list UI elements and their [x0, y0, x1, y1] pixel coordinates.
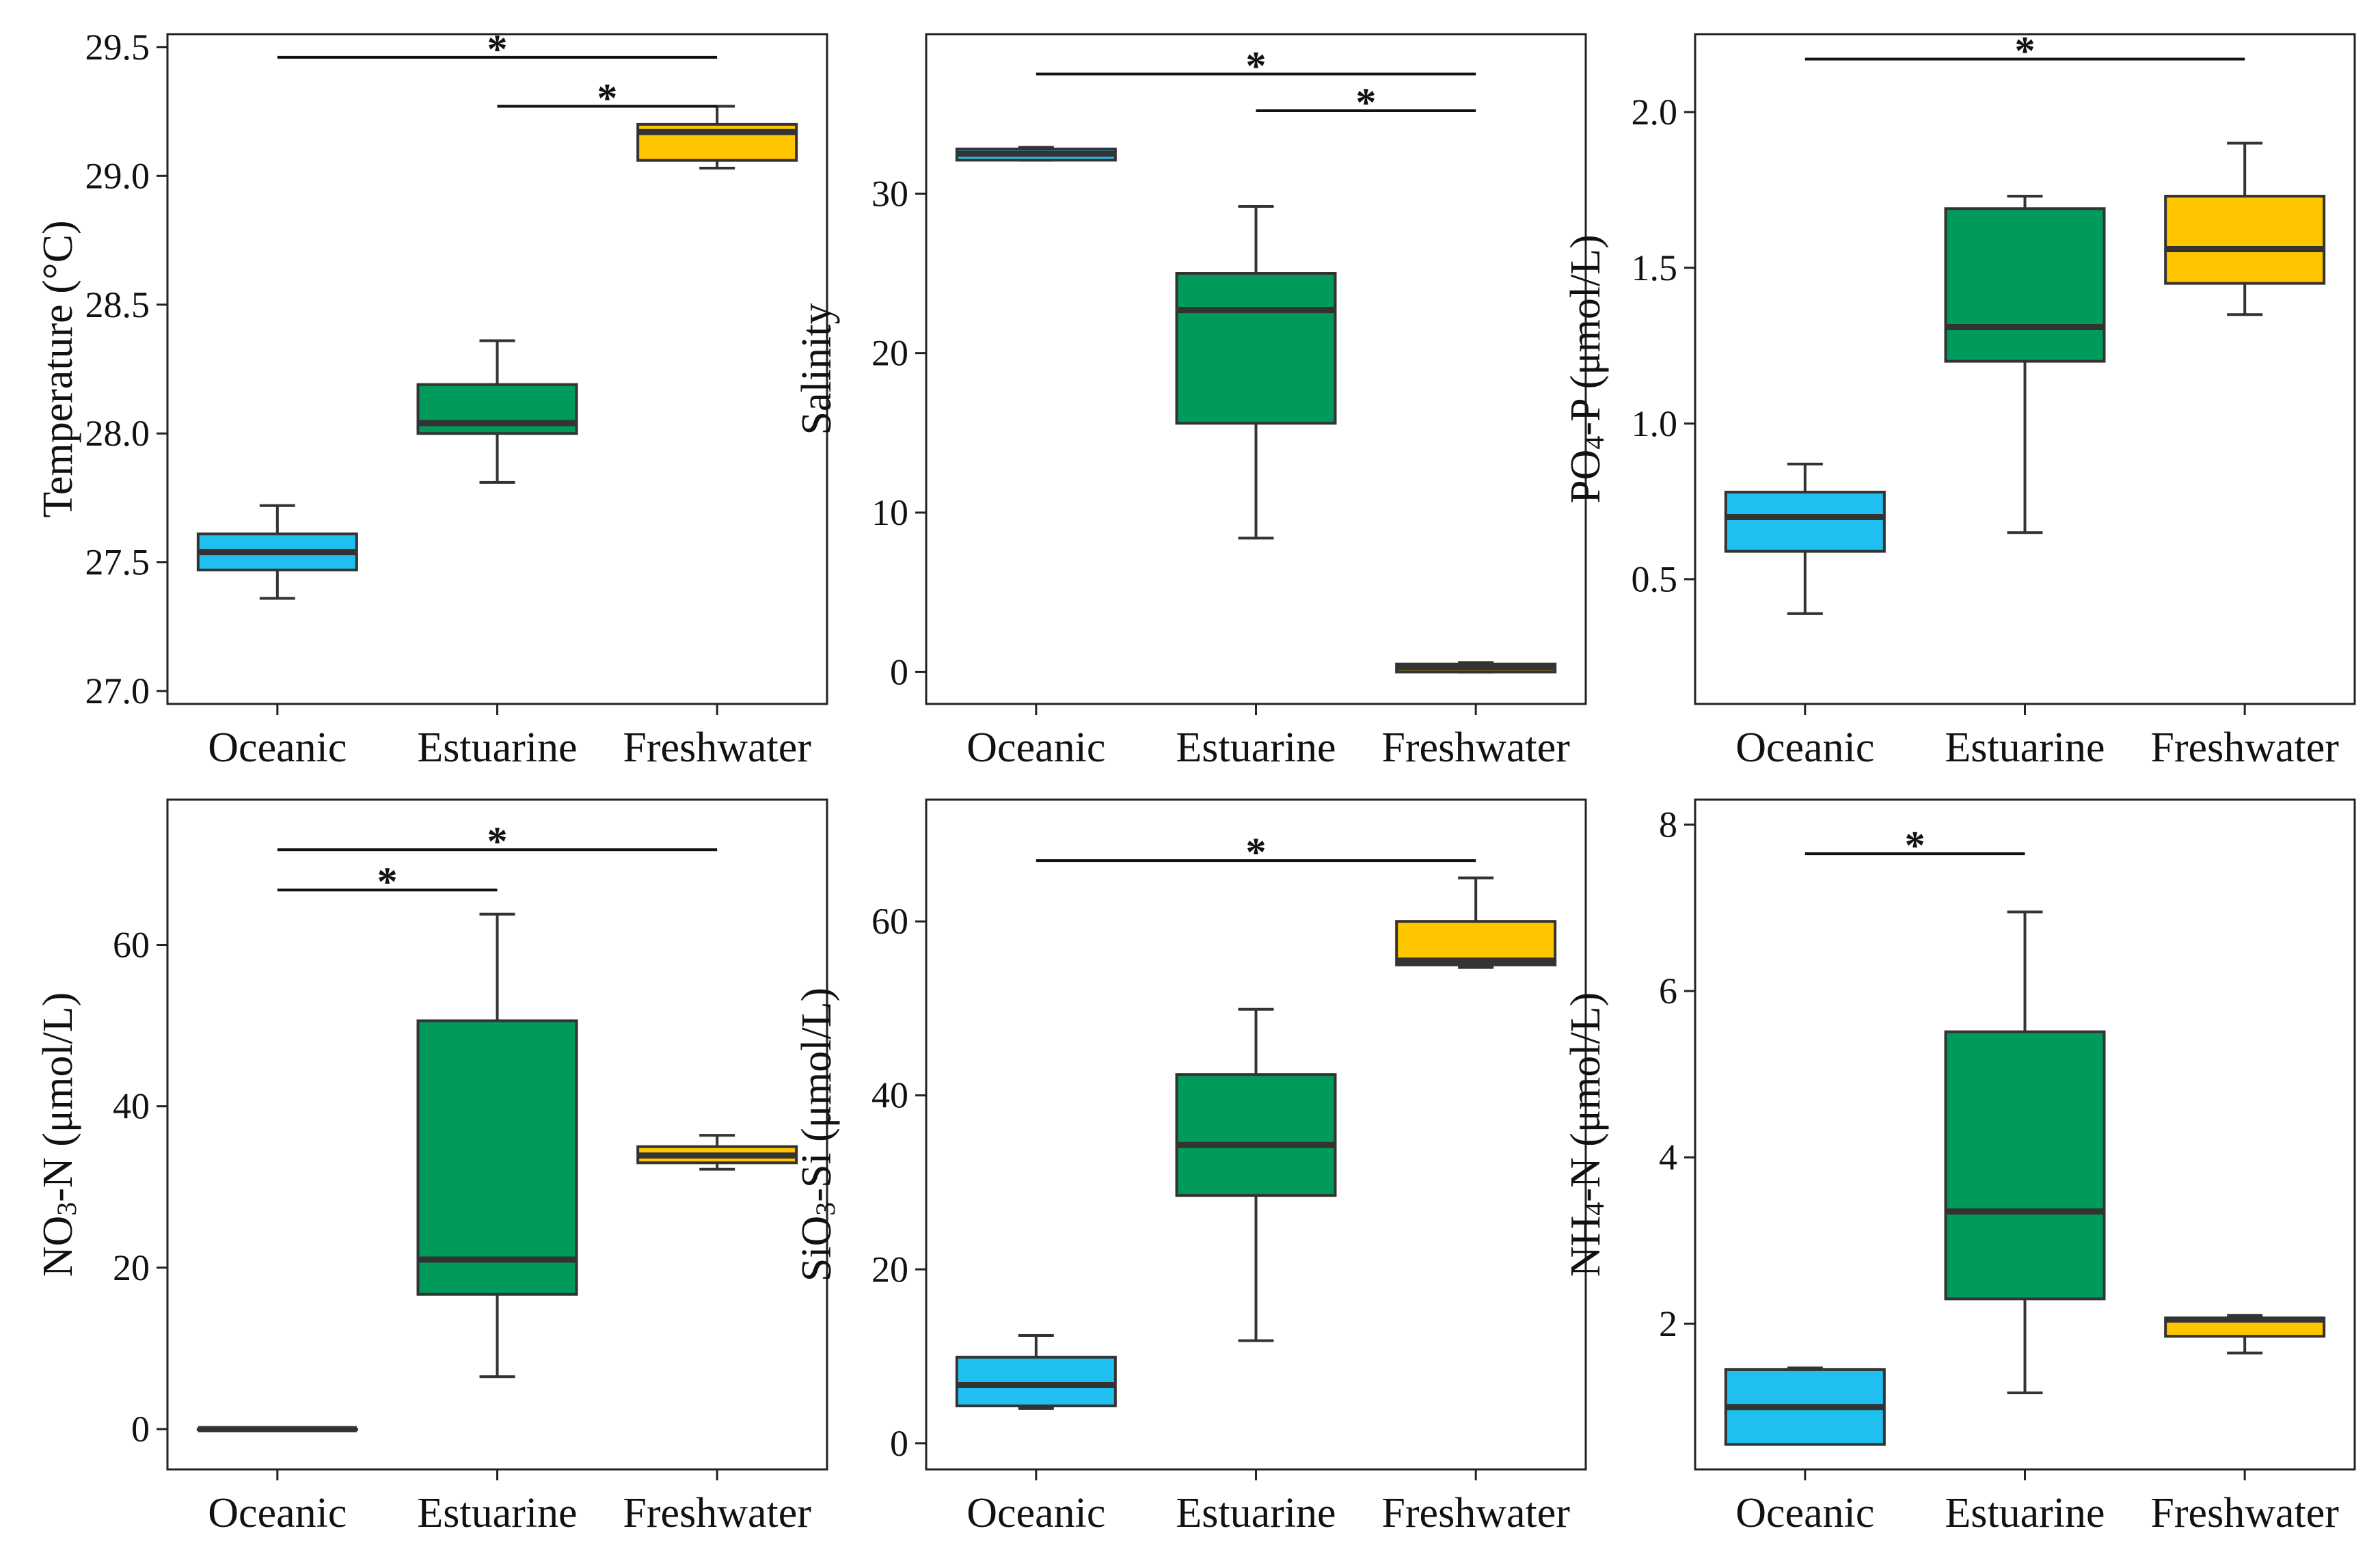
- box-iqr: [2164, 195, 2326, 285]
- y-tick-label: 2.0: [1632, 92, 1678, 133]
- box-oceanic: [1724, 1366, 1886, 1446]
- significance-star: *: [1905, 823, 1925, 868]
- box-estuarine: [1175, 205, 1337, 540]
- y-tick-label: 1.0: [1632, 403, 1678, 444]
- y-tick-label: 20: [871, 1249, 908, 1290]
- significance-star: *: [1355, 80, 1376, 125]
- y-tick-label: 27.0: [85, 670, 150, 711]
- x-category-label: Freshwater: [623, 1490, 811, 1536]
- box-estuarine: [1944, 195, 2106, 534]
- y-tick-label: 40: [113, 1086, 150, 1127]
- chart-panel-6: 2 4 6 8 Oceanic Estuarine Freshwater NH4-N (μmo…: [1563, 798, 2356, 1536]
- chart-panel-2: 0 10 20 30 Oceanic Estuarine Freshwater Salinit…: [794, 33, 1587, 771]
- x-category-label: Freshwater: [623, 724, 811, 771]
- significance-star: *: [487, 27, 508, 72]
- y-tick-label: 1.5: [1632, 247, 1678, 288]
- y-tick-label: 60: [871, 901, 908, 942]
- box-oceanic: [196, 504, 358, 600]
- y-tick-label: 0.5: [1632, 559, 1678, 600]
- box-freshwater: [1395, 661, 1557, 674]
- box-oceanic: [1724, 463, 1886, 615]
- y-tick-label: 10: [871, 492, 908, 533]
- x-category-label: Freshwater: [2150, 724, 2339, 771]
- box-iqr: [1724, 491, 1886, 553]
- box-oceanic: [196, 1426, 358, 1433]
- y-axis-title: NH4-N (μmol/L): [1563, 992, 1610, 1277]
- x-category-label: Estuarine: [1176, 1490, 1336, 1536]
- x-category-label: Estuarine: [1945, 724, 2105, 771]
- y-axis-title: Salinity: [794, 303, 840, 435]
- box-oceanic: [955, 146, 1117, 162]
- y-tick-label: 60: [113, 925, 150, 966]
- y-tick-label: 40: [871, 1075, 908, 1116]
- y-tick-label: 0: [890, 651, 908, 692]
- box-iqr: [1944, 1030, 2106, 1301]
- x-category-label: Freshwater: [1381, 724, 1570, 771]
- x-category-label: Freshwater: [1381, 1490, 1570, 1536]
- significance-star: *: [597, 76, 617, 121]
- significance-star: *: [377, 859, 398, 904]
- box-freshwater: [2164, 141, 2326, 316]
- y-tick-label: 20: [113, 1247, 150, 1288]
- y-tick-label: 2: [1659, 1303, 1677, 1344]
- x-category-label: Oceanic: [1735, 724, 1874, 771]
- y-tick-label: 29.5: [85, 27, 150, 68]
- x-category-label: Estuarine: [417, 724, 577, 771]
- y-axis-title: NO3-N (μmol/L): [35, 992, 82, 1277]
- y-tick-label: 28.5: [85, 284, 150, 325]
- y-tick-label: 6: [1659, 970, 1677, 1012]
- y-tick-label: 20: [871, 333, 908, 374]
- y-axis-title: PO4-P (μmol/L): [1563, 234, 1610, 504]
- y-tick-label: 29.0: [85, 155, 150, 196]
- significance-star: *: [1246, 830, 1267, 875]
- y-tick-label: 30: [871, 173, 908, 214]
- box-iqr: [1944, 207, 2106, 363]
- y-tick-label: 27.5: [85, 542, 150, 583]
- y-axis-title: Temperature (°C): [35, 220, 81, 517]
- y-tick-label: 28.0: [85, 413, 150, 454]
- box-iqr: [955, 1355, 1117, 1408]
- chart-panel-4: 0 20 40 60 Oceanic Estuarine Freshwater NO3-N (…: [35, 798, 828, 1536]
- x-category-label: Freshwater: [2150, 1490, 2339, 1536]
- significance-star: *: [1246, 43, 1267, 88]
- x-category-label: Estuarine: [417, 1490, 577, 1536]
- box-estuarine: [1944, 910, 2106, 1394]
- box-iqr: [1175, 272, 1337, 425]
- chart-panel-3: 0.5 1.0 1.5 2.0 Oceanic Estuarine Freshwater PO…: [1563, 28, 2356, 771]
- box-iqr: [416, 1019, 578, 1296]
- y-tick-label: 4: [1659, 1137, 1677, 1178]
- x-category-label: Oceanic: [208, 1490, 347, 1536]
- significance-star: *: [2015, 28, 2036, 73]
- box-estuarine: [416, 912, 578, 1379]
- box-estuarine: [416, 339, 578, 484]
- significance-star: *: [487, 819, 508, 864]
- y-tick-label: 0: [890, 1423, 908, 1464]
- x-category-label: Estuarine: [1945, 1490, 2105, 1536]
- chart-panel-1: 27.0 27.5 28.0 28.5 29.0 29.5 Oceanic Estuarine…: [35, 27, 828, 771]
- x-category-label: Oceanic: [966, 724, 1105, 771]
- x-category-label: Oceanic: [208, 724, 347, 771]
- y-tick-label: 0: [131, 1409, 150, 1450]
- x-category-label: Oceanic: [966, 1490, 1105, 1536]
- chart-panel-5: 0 20 40 60 Oceanic Estuarine Freshwater SiO3-Si…: [794, 798, 1587, 1536]
- box-oceanic: [955, 1334, 1117, 1410]
- box-freshwater: [636, 1134, 798, 1171]
- y-tick-label: 8: [1659, 804, 1677, 845]
- x-category-label: Estuarine: [1176, 724, 1336, 771]
- y-axis-title: SiO3-Si (μmol/L): [794, 988, 841, 1281]
- x-category-label: Oceanic: [1735, 1490, 1874, 1536]
- box-estuarine: [1175, 1007, 1337, 1342]
- box-freshwater: [2164, 1314, 2326, 1355]
- box-iqr: [1175, 1073, 1337, 1197]
- box-freshwater: [1395, 876, 1557, 969]
- box-freshwater: [636, 105, 798, 169]
